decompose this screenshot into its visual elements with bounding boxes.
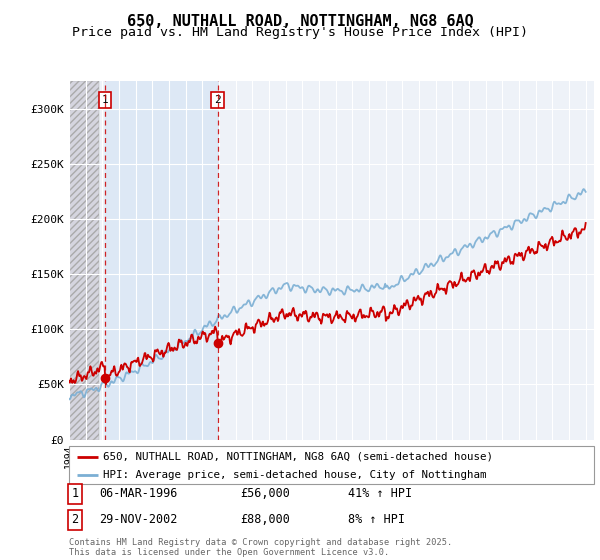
Text: 1: 1 (71, 487, 79, 501)
Text: 06-MAR-1996: 06-MAR-1996 (99, 487, 178, 501)
Text: 2: 2 (214, 95, 221, 105)
Text: 8% ↑ HPI: 8% ↑ HPI (348, 513, 405, 526)
Text: £56,000: £56,000 (240, 487, 290, 501)
Text: 650, NUTHALL ROAD, NOTTINGHAM, NG8 6AQ (semi-detached house): 650, NUTHALL ROAD, NOTTINGHAM, NG8 6AQ (… (103, 452, 493, 462)
Text: 29-NOV-2002: 29-NOV-2002 (99, 513, 178, 526)
Text: 650, NUTHALL ROAD, NOTTINGHAM, NG8 6AQ: 650, NUTHALL ROAD, NOTTINGHAM, NG8 6AQ (127, 14, 473, 29)
Bar (106, 81, 218, 440)
Text: 41% ↑ HPI: 41% ↑ HPI (348, 487, 412, 501)
Text: Contains HM Land Registry data © Crown copyright and database right 2025.
This d: Contains HM Land Registry data © Crown c… (69, 538, 452, 557)
Text: £88,000: £88,000 (240, 513, 290, 526)
Text: Price paid vs. HM Land Registry's House Price Index (HPI): Price paid vs. HM Land Registry's House … (72, 26, 528, 39)
Text: HPI: Average price, semi-detached house, City of Nottingham: HPI: Average price, semi-detached house,… (103, 470, 487, 480)
Text: 2: 2 (71, 513, 79, 526)
FancyBboxPatch shape (69, 446, 594, 484)
Text: 1: 1 (102, 95, 109, 105)
